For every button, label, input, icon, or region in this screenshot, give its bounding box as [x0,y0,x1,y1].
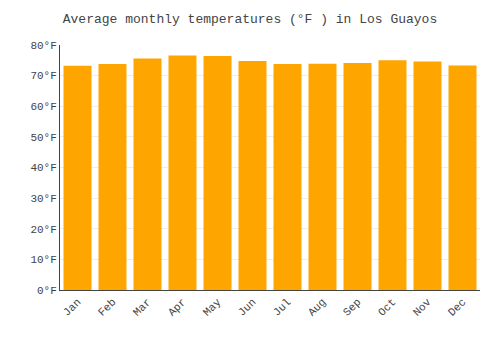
svg-text:40°F: 40°F [30,162,56,174]
svg-text:Apr: Apr [166,296,188,318]
svg-text:Jan: Jan [61,296,83,318]
svg-text:70°F: 70°F [30,70,56,82]
svg-text:80°F: 80°F [30,40,56,52]
svg-text:Dec: Dec [446,296,468,318]
svg-text:May: May [201,296,224,319]
svg-text:Jul: Jul [271,296,293,318]
svg-text:Feb: Feb [96,296,118,318]
svg-text:60°F: 60°F [30,101,56,113]
svg-text:Aug: Aug [306,296,328,318]
svg-text:20°F: 20°F [30,224,56,236]
svg-text:Sep: Sep [341,296,363,318]
svg-text:50°F: 50°F [30,132,56,144]
svg-text:Jun: Jun [236,296,258,318]
svg-text:Oct: Oct [376,296,398,318]
svg-text:Mar: Mar [131,296,153,318]
svg-text:Average monthly temperatures (: Average monthly temperatures (°F ) in Lo… [63,12,437,27]
svg-text:10°F: 10°F [30,254,56,266]
svg-text:30°F: 30°F [30,193,56,205]
svg-text:Nov: Nov [411,296,434,319]
svg-text:0°F: 0°F [37,285,57,297]
